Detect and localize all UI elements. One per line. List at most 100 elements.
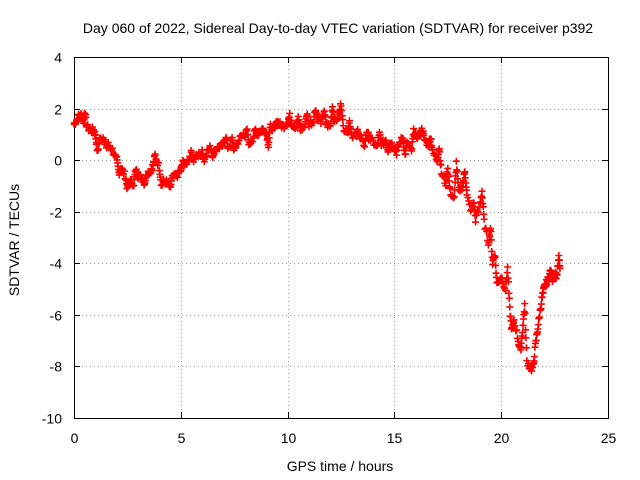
data-point [148,167,156,175]
data-point [104,138,112,146]
data-point [108,144,116,152]
data-point [450,193,458,201]
tick-layer: 0 5 10 15 20 25 -10 -8 -6 -4 -2 0 2 4 [42,50,617,447]
y-tick-label: -4 [50,256,63,272]
x-tick-label: 0 [71,430,79,446]
data-point [461,168,469,176]
data-point [521,300,529,308]
data-point [339,116,347,124]
data-point [191,155,199,163]
data-point [437,161,445,169]
data-point [249,137,257,145]
data-point [408,145,416,153]
data-point [444,164,452,172]
data-point [268,127,276,135]
data-point [511,322,519,330]
data-point [531,353,539,361]
data-point [429,146,437,154]
data-point [436,148,444,156]
x-axis-label: GPS time / hours [287,458,394,474]
data-point [500,283,508,291]
x-tick-label: 5 [178,430,186,446]
data-point [510,316,518,324]
data-point [407,144,415,152]
data-point [442,182,450,190]
data-point [286,109,294,117]
data-point [235,137,243,145]
data-point [492,261,500,269]
data-point [360,141,368,149]
data-point [536,313,544,321]
data-point [453,167,461,175]
x-tick-label: 15 [387,430,403,446]
data-point [155,159,163,167]
chart-title: Day 060 of 2022, Sidereal Day-to-day VTE… [83,20,593,36]
data-point [504,263,512,271]
y-tick-label: -8 [50,359,63,375]
data-point [521,309,529,317]
data-point [173,173,181,181]
data-point [487,236,495,244]
data-point [465,197,473,205]
data-point [556,264,564,272]
data-point [478,187,486,195]
data-point [410,125,418,133]
data-point [452,157,460,165]
y-tick-label: 0 [54,153,62,169]
y-tick-label: -2 [50,205,63,221]
data-point [234,140,242,148]
data-point [339,122,347,130]
data-point [479,203,487,211]
y-tick-label: -6 [50,308,63,324]
data-point [402,150,410,158]
data-point [547,267,555,275]
x-tick-label: 25 [601,430,617,446]
data-point [513,326,521,334]
data-point [82,113,90,121]
data-point [519,321,527,329]
data-point [534,321,542,329]
data-point [512,327,520,335]
data-point [522,344,530,352]
data-layer [70,100,564,375]
data-point [486,232,494,240]
data-point [84,121,92,129]
data-point [537,300,545,308]
data-point [464,194,472,202]
data-point [446,184,454,192]
x-tick-label: 10 [281,430,297,446]
data-point [364,129,372,137]
data-point [130,182,138,190]
data-point [449,194,457,202]
data-point [520,308,528,316]
data-point [151,150,159,158]
data-point [491,253,499,261]
data-point [388,139,396,147]
data-point [317,120,325,128]
data-point [202,151,210,159]
data-point [487,228,495,236]
data-point [474,208,482,216]
data-point [506,303,514,311]
data-point [173,172,181,180]
data-point [472,218,480,226]
y-tick-label: 2 [54,102,62,118]
data-point [504,278,512,286]
data-point [427,135,435,143]
y-axis-label: SDTVAR / TECUs [6,184,22,296]
data-point [522,326,530,334]
data-point [470,199,478,207]
x-tick-label: 20 [494,430,510,446]
data-point [206,142,214,150]
y-tick-label: 4 [54,50,62,66]
data-point [112,152,120,160]
data-point [505,294,513,302]
plot-frame [74,57,609,419]
data-point [120,167,128,175]
data-point [553,270,561,278]
data-point [522,334,530,342]
y-tick-label: -10 [42,411,62,427]
data-point [480,215,488,223]
data-point [517,346,525,354]
